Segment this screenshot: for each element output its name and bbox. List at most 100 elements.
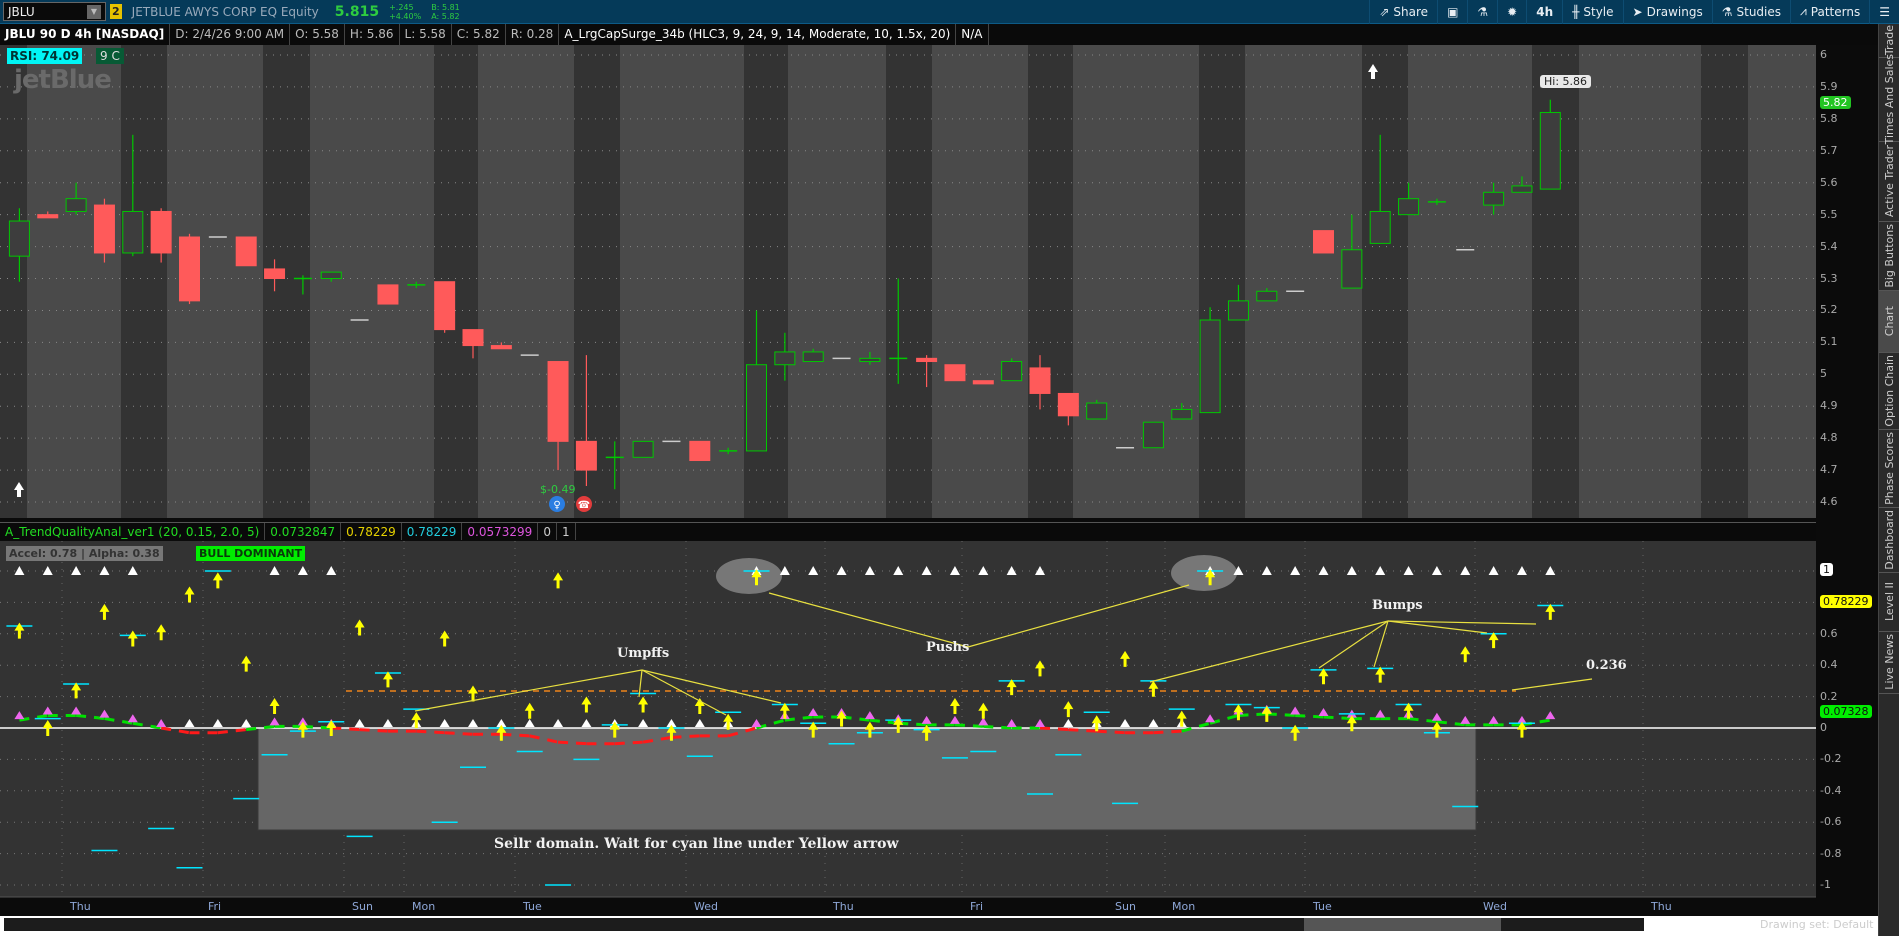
candle-body xyxy=(1029,367,1051,394)
trend-triangle-marker xyxy=(921,715,932,724)
yellow-arrow-marker xyxy=(1261,705,1272,722)
top-triangle-marker xyxy=(99,566,110,575)
sidebar-tab-dashboard[interactable]: Dashboard xyxy=(1879,508,1899,573)
sidebar-tab-live-news[interactable]: Live News xyxy=(1879,632,1899,694)
share-label: Share xyxy=(1393,4,1429,19)
trend-triangle-marker xyxy=(553,719,564,727)
trend-line-segment xyxy=(217,728,247,735)
trend-triangle-marker xyxy=(949,715,960,724)
trend-triangle-marker xyxy=(496,719,507,727)
patterns-button[interactable]: ⩘ Patterns xyxy=(1790,0,1869,24)
sidebar-tab-phase-scores[interactable]: Phase Scores xyxy=(1879,430,1899,508)
studies-button[interactable]: ⚗ Studies xyxy=(1711,0,1790,24)
top-triangle-marker xyxy=(949,566,960,575)
top-triangle-marker xyxy=(1290,566,1301,575)
lab-button[interactable]: ⚗ xyxy=(1467,0,1497,24)
share-button[interactable]: ⇗ Share xyxy=(1369,0,1437,24)
time-axis-label: Mon xyxy=(1172,900,1196,913)
trend-line-segment xyxy=(416,729,445,735)
notes-button[interactable]: ▣ xyxy=(1437,0,1467,24)
candle-body xyxy=(1341,249,1363,289)
symbol-input[interactable]: JBLU ▼ xyxy=(3,2,106,21)
yellow-arrow-marker xyxy=(723,713,734,730)
sidebar-tab-big-buttons[interactable]: Big Buttons xyxy=(1879,222,1899,291)
jetblue-logo: jetBlue xyxy=(14,65,112,95)
time-axis-label: Tue xyxy=(523,900,542,913)
candle-body xyxy=(377,284,399,305)
yellow-arrow-marker xyxy=(978,702,989,719)
phone-icon[interactable] xyxy=(576,496,592,512)
chart-title: JBLU 90 D 4h [NASDAQ] xyxy=(0,24,171,45)
sidebar-tab-option-chain[interactable]: Option Chain xyxy=(1879,353,1899,431)
candle-body xyxy=(944,364,966,382)
annotation-pushs: Pushs xyxy=(926,640,970,655)
top-triangle-marker xyxy=(1318,566,1329,575)
sidebar-tab-times-and-sales[interactable]: Times And Sales xyxy=(1879,54,1899,145)
top-triangle-marker xyxy=(269,566,280,575)
candle-body xyxy=(632,440,654,458)
trend-triangle-marker xyxy=(1290,706,1301,715)
annotation-seller-domain: Sellr domain. Wait for cyan line under Y… xyxy=(494,836,899,852)
candle-body xyxy=(1483,191,1505,206)
session-band xyxy=(1199,45,1245,518)
scrollbar-thumb[interactable] xyxy=(1304,918,1501,931)
sidebar-tab-chart[interactable]: Chart xyxy=(1879,290,1899,353)
yellow-arrow-marker xyxy=(1431,721,1442,738)
time-axis-label: Sun xyxy=(352,900,373,913)
session-band xyxy=(1701,45,1748,518)
session-band xyxy=(1362,45,1408,518)
top-triangle-marker xyxy=(71,566,82,575)
top-triangle-marker xyxy=(297,566,308,575)
style-label: Style xyxy=(1583,4,1614,19)
trend-line-segment xyxy=(614,740,644,746)
yellow-arrow-marker xyxy=(156,624,167,641)
drawing-set-label[interactable]: Drawing set: Default xyxy=(1760,918,1874,931)
yellow-arrow-marker xyxy=(779,702,790,719)
chart-canvas[interactable]: ♀ ☎ xyxy=(0,0,1878,916)
bid-ask: B: 5.81 A: 5.82 xyxy=(431,3,460,21)
candle-body xyxy=(320,271,342,280)
flask-icon: ⚗ xyxy=(1721,4,1733,19)
candle-icon: ╫ xyxy=(1572,4,1580,19)
top-triangle-marker xyxy=(1006,566,1017,575)
timeframe-button[interactable]: 4h xyxy=(1526,0,1562,24)
indicator-value-5: 0 xyxy=(538,523,557,540)
trend-triangle-marker xyxy=(42,706,53,715)
trend-line-segment xyxy=(1039,726,1069,732)
time-axis-label: Thu xyxy=(833,900,854,913)
candle-body xyxy=(1539,111,1561,190)
candle-body xyxy=(179,236,200,302)
scrollbar-track[interactable] xyxy=(4,918,1644,931)
trend-line-segment xyxy=(841,715,871,722)
style-button[interactable]: ╫ Style xyxy=(1562,0,1622,24)
candle-body xyxy=(122,210,144,254)
trend-triangle-marker xyxy=(241,719,252,727)
settings-button[interactable]: ✹ xyxy=(1497,0,1526,24)
trend-line-segment xyxy=(1521,718,1551,727)
trend-triangle-marker xyxy=(1063,719,1074,727)
trend-line-segment xyxy=(1096,729,1126,735)
trend-state-badge: BULL DOMINANT xyxy=(196,546,306,561)
drawings-button[interactable]: ➤ Drawings xyxy=(1622,0,1712,24)
price-axis-label: 5.9 xyxy=(1820,79,1838,93)
indicator-name[interactable]: A_TrendQualityAnal_ver1 (20, 0.15, 2.0, … xyxy=(0,523,266,540)
sidebar-tab-level-ii[interactable]: Level II xyxy=(1879,573,1899,632)
sidebar-tab-trade[interactable]: Trade xyxy=(1879,24,1899,59)
candle-body xyxy=(1057,392,1079,417)
chevron-down-icon[interactable]: ▼ xyxy=(87,4,101,19)
lightbulb-icon[interactable] xyxy=(549,496,565,512)
study-label[interactable]: A_LrgCapSurge_34b (HLC3, 9, 24, 9, 14, M… xyxy=(559,24,957,45)
sidebar-tab-active-trader[interactable]: Active Trader xyxy=(1879,142,1899,223)
candle-body xyxy=(1142,421,1164,449)
menu-button[interactable]: ☰ xyxy=(1869,0,1899,24)
trend-triangle-marker xyxy=(127,714,138,723)
trend-line-segment xyxy=(331,726,360,732)
link-group-badge[interactable]: 2 xyxy=(110,4,122,19)
indicator-axis-label: -0.2 xyxy=(1820,752,1842,766)
candle-body xyxy=(235,236,257,267)
yellow-arrow-marker xyxy=(666,724,677,741)
trend-line-segment xyxy=(642,735,672,744)
trend-triangle-marker xyxy=(524,719,535,727)
yellow-arrow-marker xyxy=(836,710,847,727)
trend-triangle-marker xyxy=(297,717,308,726)
